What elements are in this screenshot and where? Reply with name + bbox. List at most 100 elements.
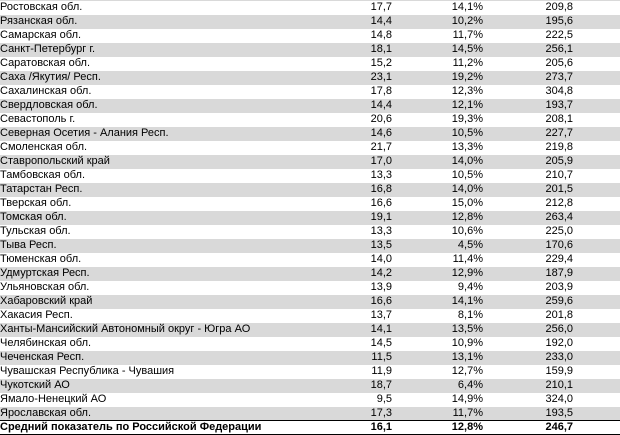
table-row: Ульяновская обл. 13,9 9,4% 203,9 <box>0 281 620 295</box>
region-name-cell: Ханты-Мансийский Автономный округ - Югра… <box>0 323 251 335</box>
total-cell: 229,4 <box>545 253 573 265</box>
region-name-cell: Ульяновская обл. <box>0 281 90 293</box>
value-cell: 17,7 <box>370 1 392 14</box>
region-name-cell: Удмуртская Респ. <box>0 267 90 279</box>
region-name-cell: Тыва Респ. <box>0 239 57 251</box>
total-cell: 212,8 <box>545 197 573 209</box>
region-name-cell: Саратовская обл. <box>0 57 91 69</box>
total-cell: 205,9 <box>545 155 573 167</box>
region-name-cell: Рязанская обл. <box>0 15 78 27</box>
spacer-cell <box>573 183 620 197</box>
total-cell: 159,9 <box>545 365 573 377</box>
table-row: Ярославская обл. 17,3 11,7% 193,5 <box>0 406 620 421</box>
table-row: Ханты-Мансийский Автономный округ - Югра… <box>0 322 620 337</box>
value-cell: 13,3 <box>370 169 392 181</box>
percent-cell: 12,3% <box>451 85 483 97</box>
spacer-cell <box>573 253 620 267</box>
total-cell: 210,1 <box>545 379 573 391</box>
spacer-cell <box>573 379 620 393</box>
spacer-cell <box>573 365 620 379</box>
total-cell: 201,8 <box>545 309 573 321</box>
percent-cell: 12,8% <box>451 211 483 223</box>
spacer-cell <box>573 337 620 351</box>
value-cell: 14,5 <box>370 337 392 349</box>
total-cell: 233,0 <box>545 351 573 363</box>
region-name-cell: Тамбовская обл. <box>0 169 86 181</box>
spacer-cell <box>573 127 620 141</box>
value-cell: 13,9 <box>370 281 392 293</box>
region-name-cell: Ростовская обл. <box>0 1 83 14</box>
percent-cell: 12,7% <box>451 365 483 377</box>
value-cell: 17,0 <box>370 155 392 167</box>
spacer-cell <box>573 71 620 85</box>
table-row: Самарская обл. 14,8 11,7% 222,5 <box>0 29 620 43</box>
percent-cell: 10,5% <box>451 169 483 181</box>
value-cell: 17,3 <box>370 406 392 419</box>
table-row: Северная Осетия - Алания Респ. 14,6 10,5% 2… <box>0 126 620 141</box>
table-row: Татарстан Респ. 16,8 14,0% 201,5 <box>0 182 620 197</box>
value-cell: 14,0 <box>370 253 392 265</box>
percent-cell: 14,1% <box>451 1 483 14</box>
region-name-cell: Татарстан Респ. <box>0 183 83 195</box>
table-row: Смоленская обл. 21,7 13,3% 219,8 <box>0 141 620 155</box>
total-cell: 187,9 <box>545 267 573 279</box>
value-cell: 14,4 <box>370 99 392 111</box>
percent-cell: 15,0% <box>451 197 483 209</box>
table-row: Чувашская Республика - Чувашия 11,9 12,7% 1… <box>0 365 620 379</box>
spacer-cell <box>573 351 620 365</box>
value-cell: 9,5 <box>376 393 392 405</box>
value-cell: 20,6 <box>370 113 392 125</box>
region-name-cell: Ямало-Ненецкий АО <box>0 393 107 405</box>
percent-cell: 4,5% <box>457 239 483 251</box>
total-cell: 210,7 <box>545 169 573 181</box>
region-name-cell: Саха /Якутия/ Респ. <box>0 71 101 83</box>
spacer-cell <box>573 239 620 253</box>
percent-cell: 10,6% <box>451 225 483 237</box>
region-name-cell: Томская обл. <box>0 211 67 223</box>
total-cell: 273,7 <box>545 71 573 83</box>
spacer-cell <box>573 141 620 155</box>
region-name-cell: Ставропольский край <box>0 155 110 167</box>
spacer-cell <box>573 407 620 421</box>
spacer-cell <box>573 323 620 337</box>
table-row: Ставропольский край 17,0 14,0% 205,9 <box>0 154 620 169</box>
percent-cell: 19,2% <box>451 71 483 83</box>
region-name-cell: Тульская обл. <box>0 225 71 237</box>
value-cell: 21,7 <box>370 141 392 153</box>
value-cell: 23,1 <box>370 71 392 83</box>
table-row: Свердловская обл. 14,4 12,1% 193,7 <box>0 98 620 113</box>
total-cell: 219,8 <box>545 141 573 153</box>
region-name-cell: Сахалинская обл. <box>0 85 92 97</box>
region-name-cell: Хабаровский край <box>0 295 93 307</box>
spacer-cell <box>573 225 620 239</box>
spacer-cell <box>573 169 620 183</box>
value-cell: 13,5 <box>370 239 392 251</box>
percent-cell: 12,9% <box>451 267 483 279</box>
percent-cell: 6,4% <box>457 379 483 391</box>
value-cell: 14,4 <box>370 15 392 27</box>
table-row: Ямало-Ненецкий АО 9,5 14,9% 324,0 <box>0 393 620 407</box>
spacer-cell <box>573 155 620 169</box>
total-cell: 256,0 <box>545 323 573 335</box>
table-row: Чукотский АО 18,7 6,4% 210,1 <box>0 378 620 393</box>
total-cell: 209,8 <box>545 1 573 14</box>
percent-cell: 14,5% <box>451 43 483 55</box>
value-cell: 14,2 <box>370 267 392 279</box>
percent-cell: 14,0% <box>451 155 483 167</box>
region-name-cell: Самарская обл. <box>0 29 82 41</box>
total-cell: 259,6 <box>545 295 573 307</box>
region-name-cell: Хакасия Респ. <box>0 309 73 321</box>
table-row: Томская обл. 19,1 12,8% 263,4 <box>0 210 620 225</box>
spacer-cell <box>573 197 620 211</box>
table-row: Хабаровский край 16,6 14,1% 259,6 <box>0 294 620 309</box>
spacer-cell <box>573 15 620 29</box>
region-name-cell: Смоленская обл. <box>0 141 88 153</box>
total-cell: 304,8 <box>545 85 573 97</box>
summary-row: Средний показатель по Российской Федерац… <box>0 420 620 435</box>
spacer-cell <box>573 85 620 99</box>
region-name-cell: Чукотский АО <box>0 379 70 391</box>
percent-cell: 13,1% <box>451 351 483 363</box>
table-row: Тульская обл. 13,3 10,6% 225,0 <box>0 225 620 239</box>
